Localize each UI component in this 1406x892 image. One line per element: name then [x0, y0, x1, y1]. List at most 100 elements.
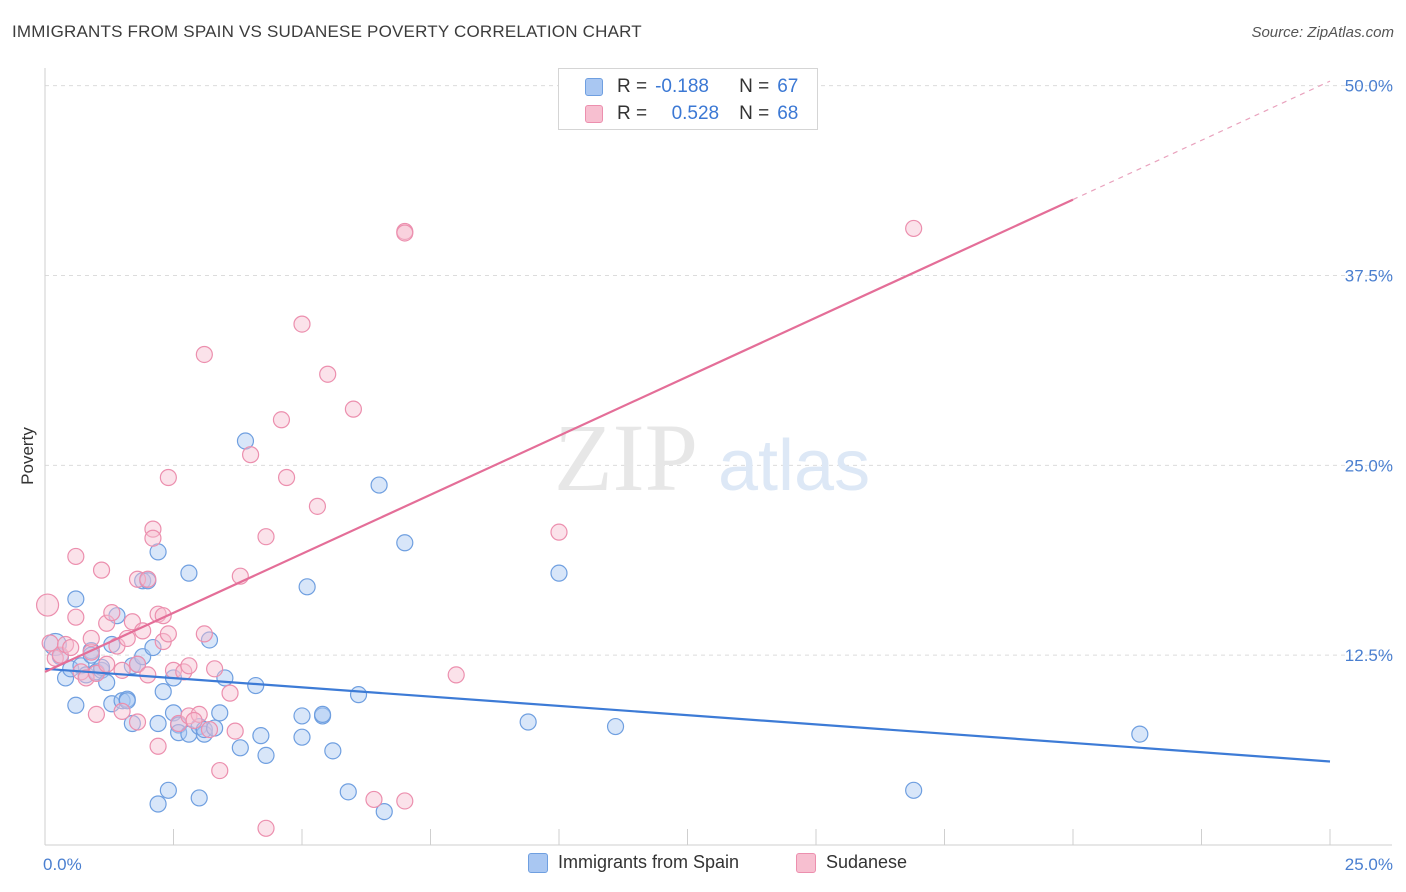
- data-point: [195, 725, 213, 743]
- data-point: [606, 717, 625, 736]
- series-immigrants-from-spain-points: [43, 432, 1149, 821]
- watermark-atlas: atlas: [718, 426, 870, 506]
- y-tick-label: 12.5%: [1345, 646, 1393, 665]
- data-point: [149, 795, 167, 813]
- r-label: R =: [617, 103, 648, 124]
- data-point: [180, 657, 198, 675]
- data-point: [113, 661, 131, 679]
- data-point: [1131, 725, 1149, 743]
- data-point: [447, 666, 465, 684]
- data-point: [82, 629, 100, 648]
- data-point: [272, 411, 291, 429]
- data-point: [43, 632, 67, 657]
- x-tick-label: 0.0%: [43, 855, 82, 874]
- data-point: [144, 520, 162, 538]
- data-point: [128, 713, 147, 731]
- data-point: [144, 638, 162, 657]
- data-point: [339, 783, 357, 801]
- data-point: [159, 625, 177, 643]
- chart-source: Source: ZipAtlas.com: [1251, 24, 1394, 41]
- data-point: [190, 789, 208, 807]
- data-point: [344, 400, 362, 418]
- watermark: ZIP atlas: [554, 404, 870, 511]
- data-point: [206, 660, 224, 678]
- tick-labels: 12.5% 25.0% 37.5% 50.0% 0.0% 25.0%: [43, 77, 1393, 874]
- data-point: [128, 655, 147, 673]
- data-point: [298, 578, 316, 596]
- data-point: [257, 819, 275, 837]
- data-point: [200, 720, 219, 739]
- data-point: [308, 497, 327, 515]
- stats-row-sudanese: R = 0.528 N = 68: [559, 101, 798, 127]
- data-point: [185, 711, 203, 730]
- data-point: [257, 746, 275, 764]
- n-label: N =: [739, 103, 770, 124]
- trend-lines: [44, 80, 1331, 763]
- data-point: [35, 593, 60, 617]
- data-point: [92, 561, 111, 579]
- data-point: [113, 702, 131, 720]
- data-point: [349, 686, 368, 704]
- data-point: [293, 707, 311, 725]
- data-point: [62, 638, 80, 657]
- r-label: R =: [617, 76, 648, 97]
- legend-label-sudanese: Sudanese: [826, 852, 908, 872]
- data-point: [277, 468, 296, 487]
- data-point: [231, 739, 249, 757]
- data-point: [905, 781, 923, 799]
- data-point: [98, 614, 116, 632]
- legend-swatch-sudanese: [796, 852, 816, 873]
- grid-lines: [45, 85, 1392, 656]
- x-tick-label: 25.0%: [1345, 855, 1393, 874]
- data-point: [180, 564, 198, 582]
- stats-box: R = -0.188 N = 67 R = 0.528 N = 68: [558, 68, 818, 130]
- n-label: N =: [739, 76, 770, 97]
- legend-item-spain: Immigrants from Spain: [528, 852, 739, 873]
- data-point: [139, 570, 157, 588]
- y-tick-label: 37.5%: [1345, 267, 1393, 286]
- data-point: [87, 705, 106, 723]
- data-point: [550, 523, 568, 541]
- data-point: [195, 625, 213, 643]
- trend-line-sudanese: [44, 198, 1074, 673]
- data-point: [118, 692, 136, 710]
- stats-swatch-sudanese: [585, 105, 603, 123]
- axes: [44, 68, 1392, 846]
- data-point: [103, 604, 121, 622]
- data-point: [375, 802, 393, 821]
- data-point: [324, 742, 342, 760]
- data-point: [56, 635, 75, 654]
- data-point: [293, 315, 311, 333]
- data-point: [905, 219, 923, 238]
- n-value: 67: [777, 76, 799, 97]
- data-point: [247, 676, 265, 695]
- data-point: [144, 529, 162, 547]
- data-point: [67, 608, 85, 626]
- watermark-zip: ZIP: [554, 404, 698, 511]
- data-point: [98, 655, 116, 673]
- y-axis-title: Poverty: [18, 427, 37, 485]
- data-point: [67, 590, 85, 608]
- y-tick-label: 25.0%: [1345, 456, 1393, 475]
- data-point: [226, 722, 244, 740]
- data-point: [313, 705, 332, 723]
- data-point: [149, 737, 167, 755]
- data-point: [252, 727, 270, 745]
- data-point: [550, 564, 568, 582]
- data-point: [159, 781, 177, 799]
- data-point: [67, 696, 85, 714]
- data-point: [257, 528, 275, 546]
- data-point: [211, 704, 229, 722]
- data-point: [159, 468, 177, 487]
- data-point: [370, 476, 388, 494]
- data-point: [149, 714, 167, 733]
- y-tick-label: 50.0%: [1345, 77, 1393, 96]
- stats-swatch-spain: [585, 78, 603, 96]
- data-point: [154, 683, 172, 701]
- data-point: [396, 792, 414, 810]
- r-value: -0.188: [655, 76, 709, 97]
- data-point: [242, 446, 260, 464]
- data-point: [67, 547, 85, 566]
- r-value: 0.528: [671, 103, 720, 124]
